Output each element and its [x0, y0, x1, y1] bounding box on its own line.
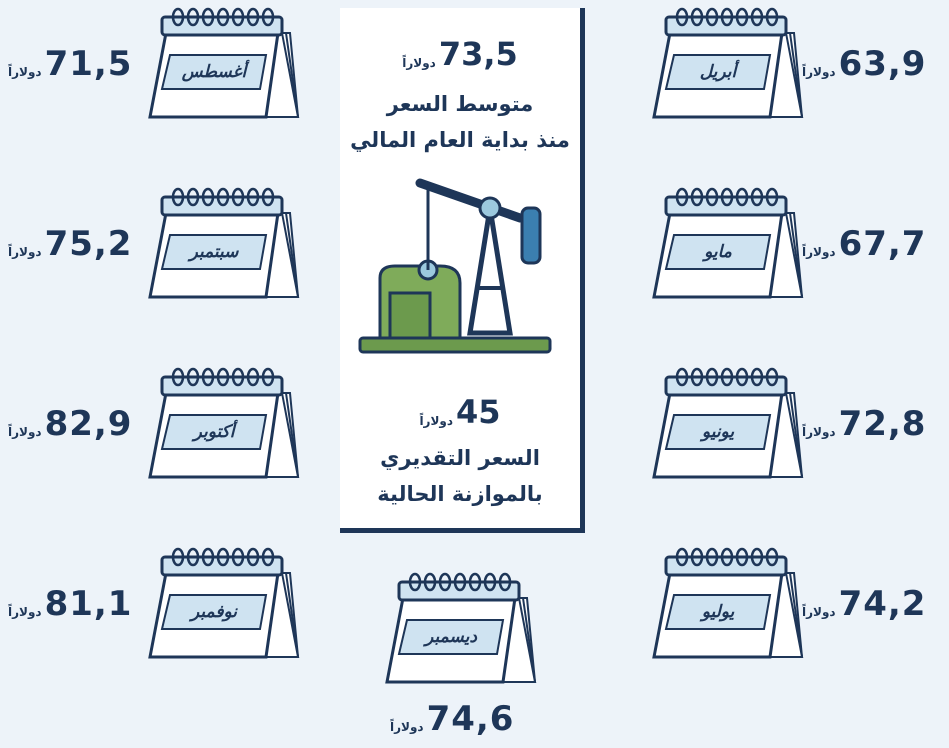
average-label: منذ بداية العام المالي — [340, 128, 580, 152]
price-unit: دولاراً — [8, 605, 42, 621]
month-name: يونيو — [699, 422, 734, 442]
calendar: أغسطس — [150, 9, 298, 117]
calendar: أكتوبر — [150, 369, 298, 477]
month-name: ديسمبر — [422, 627, 477, 647]
calendar: ديسمبر — [387, 574, 535, 682]
month-price: 63,9دولاراً — [802, 47, 926, 81]
average-label: متوسط السعر — [340, 92, 580, 116]
month-name: يوليو — [699, 602, 735, 622]
price-unit: دولاراً — [802, 245, 836, 261]
budget-unit: دولاراً — [419, 414, 453, 428]
price-value: 82,9 — [45, 407, 133, 441]
month-name: أغسطس — [181, 59, 251, 82]
calendar: سبتمبر — [150, 189, 298, 297]
month-name: سبتمبر — [187, 242, 240, 262]
price-unit: دولاراً — [802, 605, 836, 621]
price-unit: دولاراً — [8, 245, 42, 261]
budget-price: 45 دولاراً — [340, 396, 580, 428]
center-panel: 73,5 دولاراً متوسط السعر منذ بداية العام… — [340, 8, 585, 533]
price-unit: دولاراً — [802, 65, 836, 81]
price-unit: دولاراً — [8, 425, 42, 441]
month-name: أبريل — [700, 59, 741, 82]
month-price: 72,8دولاراً — [802, 407, 926, 441]
price-value: 81,1 — [45, 587, 133, 621]
month-price: 81,1دولاراً — [8, 587, 132, 621]
month-name: أكتوبر — [191, 419, 239, 442]
price-value: 71,5 — [45, 47, 133, 81]
price-value: 75,2 — [45, 227, 133, 261]
infographic: {"center": {"avg_value": "73,5", "avg_un… — [0, 0, 949, 748]
price-unit: دولاراً — [390, 720, 424, 736]
budget-label: السعر التقديري — [340, 446, 580, 470]
price-value: 72,8 — [839, 407, 927, 441]
average-price: 73,5 دولاراً — [340, 38, 580, 70]
calendar: يوليو — [654, 549, 802, 657]
budget-label: بالموازنة الحالية — [340, 482, 580, 506]
month-name: مايو — [701, 242, 733, 262]
month-name: نوفمبر — [188, 602, 238, 622]
calendar: نوفمبر — [150, 549, 298, 657]
price-unit: دولاراً — [802, 425, 836, 441]
calendar: يونيو — [654, 369, 802, 477]
average-unit: دولاراً — [402, 56, 436, 70]
price-value: 74,6 — [427, 702, 515, 736]
oil-pump-icon — [340, 168, 580, 368]
price-value: 63,9 — [839, 47, 927, 81]
price-unit: دولاراً — [8, 65, 42, 81]
price-value: 74,2 — [839, 587, 927, 621]
price-value: 67,7 — [839, 227, 927, 261]
budget-value: 45 — [456, 396, 501, 428]
average-value: 73,5 — [439, 38, 518, 70]
calendar: أبريل — [654, 9, 802, 117]
calendar: مايو — [654, 189, 802, 297]
